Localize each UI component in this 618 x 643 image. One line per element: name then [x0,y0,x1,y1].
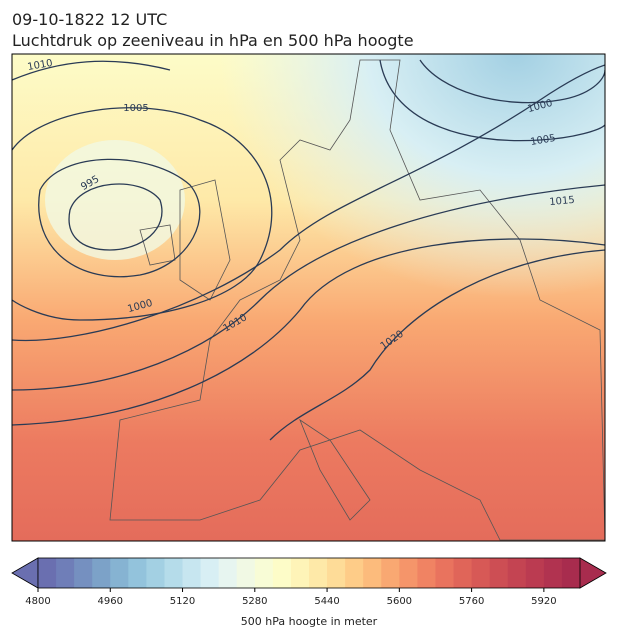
colorbar-box [74,558,93,588]
colorbar-tick-label: 5920 [531,596,556,607]
colorbar-box [146,558,165,588]
colorbar-box [164,558,184,588]
colorbar-box [543,558,563,588]
colorbar-box [110,558,129,588]
colorbar-label: 500 hPa hoogte in meter [241,615,378,628]
colorbar-box [489,558,509,588]
colorbar-box [561,558,581,588]
colorbar-extend [579,557,607,589]
colorbar-extend [11,557,39,589]
colorbar-box [453,558,473,588]
colorbar-tick-label: 5120 [170,596,195,607]
colorbar-box [435,558,455,588]
colorbar-box [92,558,111,588]
colorbar-box [38,558,57,588]
subtitle: Luchtdruk op zeeniveau in hPa en 500 hPa… [12,31,414,50]
colorbar-box [200,558,220,588]
colorbar-tick-label: 5440 [314,596,339,607]
colorbar-frame [37,557,581,589]
colorbar-box [399,558,418,588]
colorbar-box [56,558,75,588]
isobar-label: 1015 [549,195,575,208]
colorbar-box [345,558,364,588]
colorbar-tick-label: 5600 [387,596,412,607]
colorbar-box [471,558,491,588]
colorbar-box [128,558,147,588]
colorbar-box [327,558,346,588]
colorbar-box [290,558,310,588]
colorbar-tick-label: 4960 [98,596,123,607]
isobar-label: 1005 [123,103,148,114]
colorbar-box [507,558,527,588]
colorbar-box [182,558,202,588]
colorbar-box [363,558,382,588]
colorbar-box [309,558,328,588]
colorbar: 4800 4960 5120 5280 5440 5600 5760 5920 [11,557,607,607]
isobar-label: 1010 [27,58,54,73]
colorbar-box [525,558,545,588]
colorbar-tick-label: 5760 [459,596,484,607]
map-frame [11,53,606,542]
colorbar-box [254,558,274,588]
colorbar-box [417,558,436,588]
colorbar-box [236,558,256,588]
colorbar-box [218,558,238,588]
map: 1010 1005 995 1000 1010 1020 1000 1005 1… [12,54,605,541]
isobar-label: 1005 [530,133,557,148]
colorbar-tick-label: 4800 [25,596,50,607]
colorbar-box [381,558,400,588]
colorbar-tick-label: 5280 [242,596,267,607]
colorbar-box [272,558,292,588]
title: 09-10-1822 12 UTC [12,10,167,29]
